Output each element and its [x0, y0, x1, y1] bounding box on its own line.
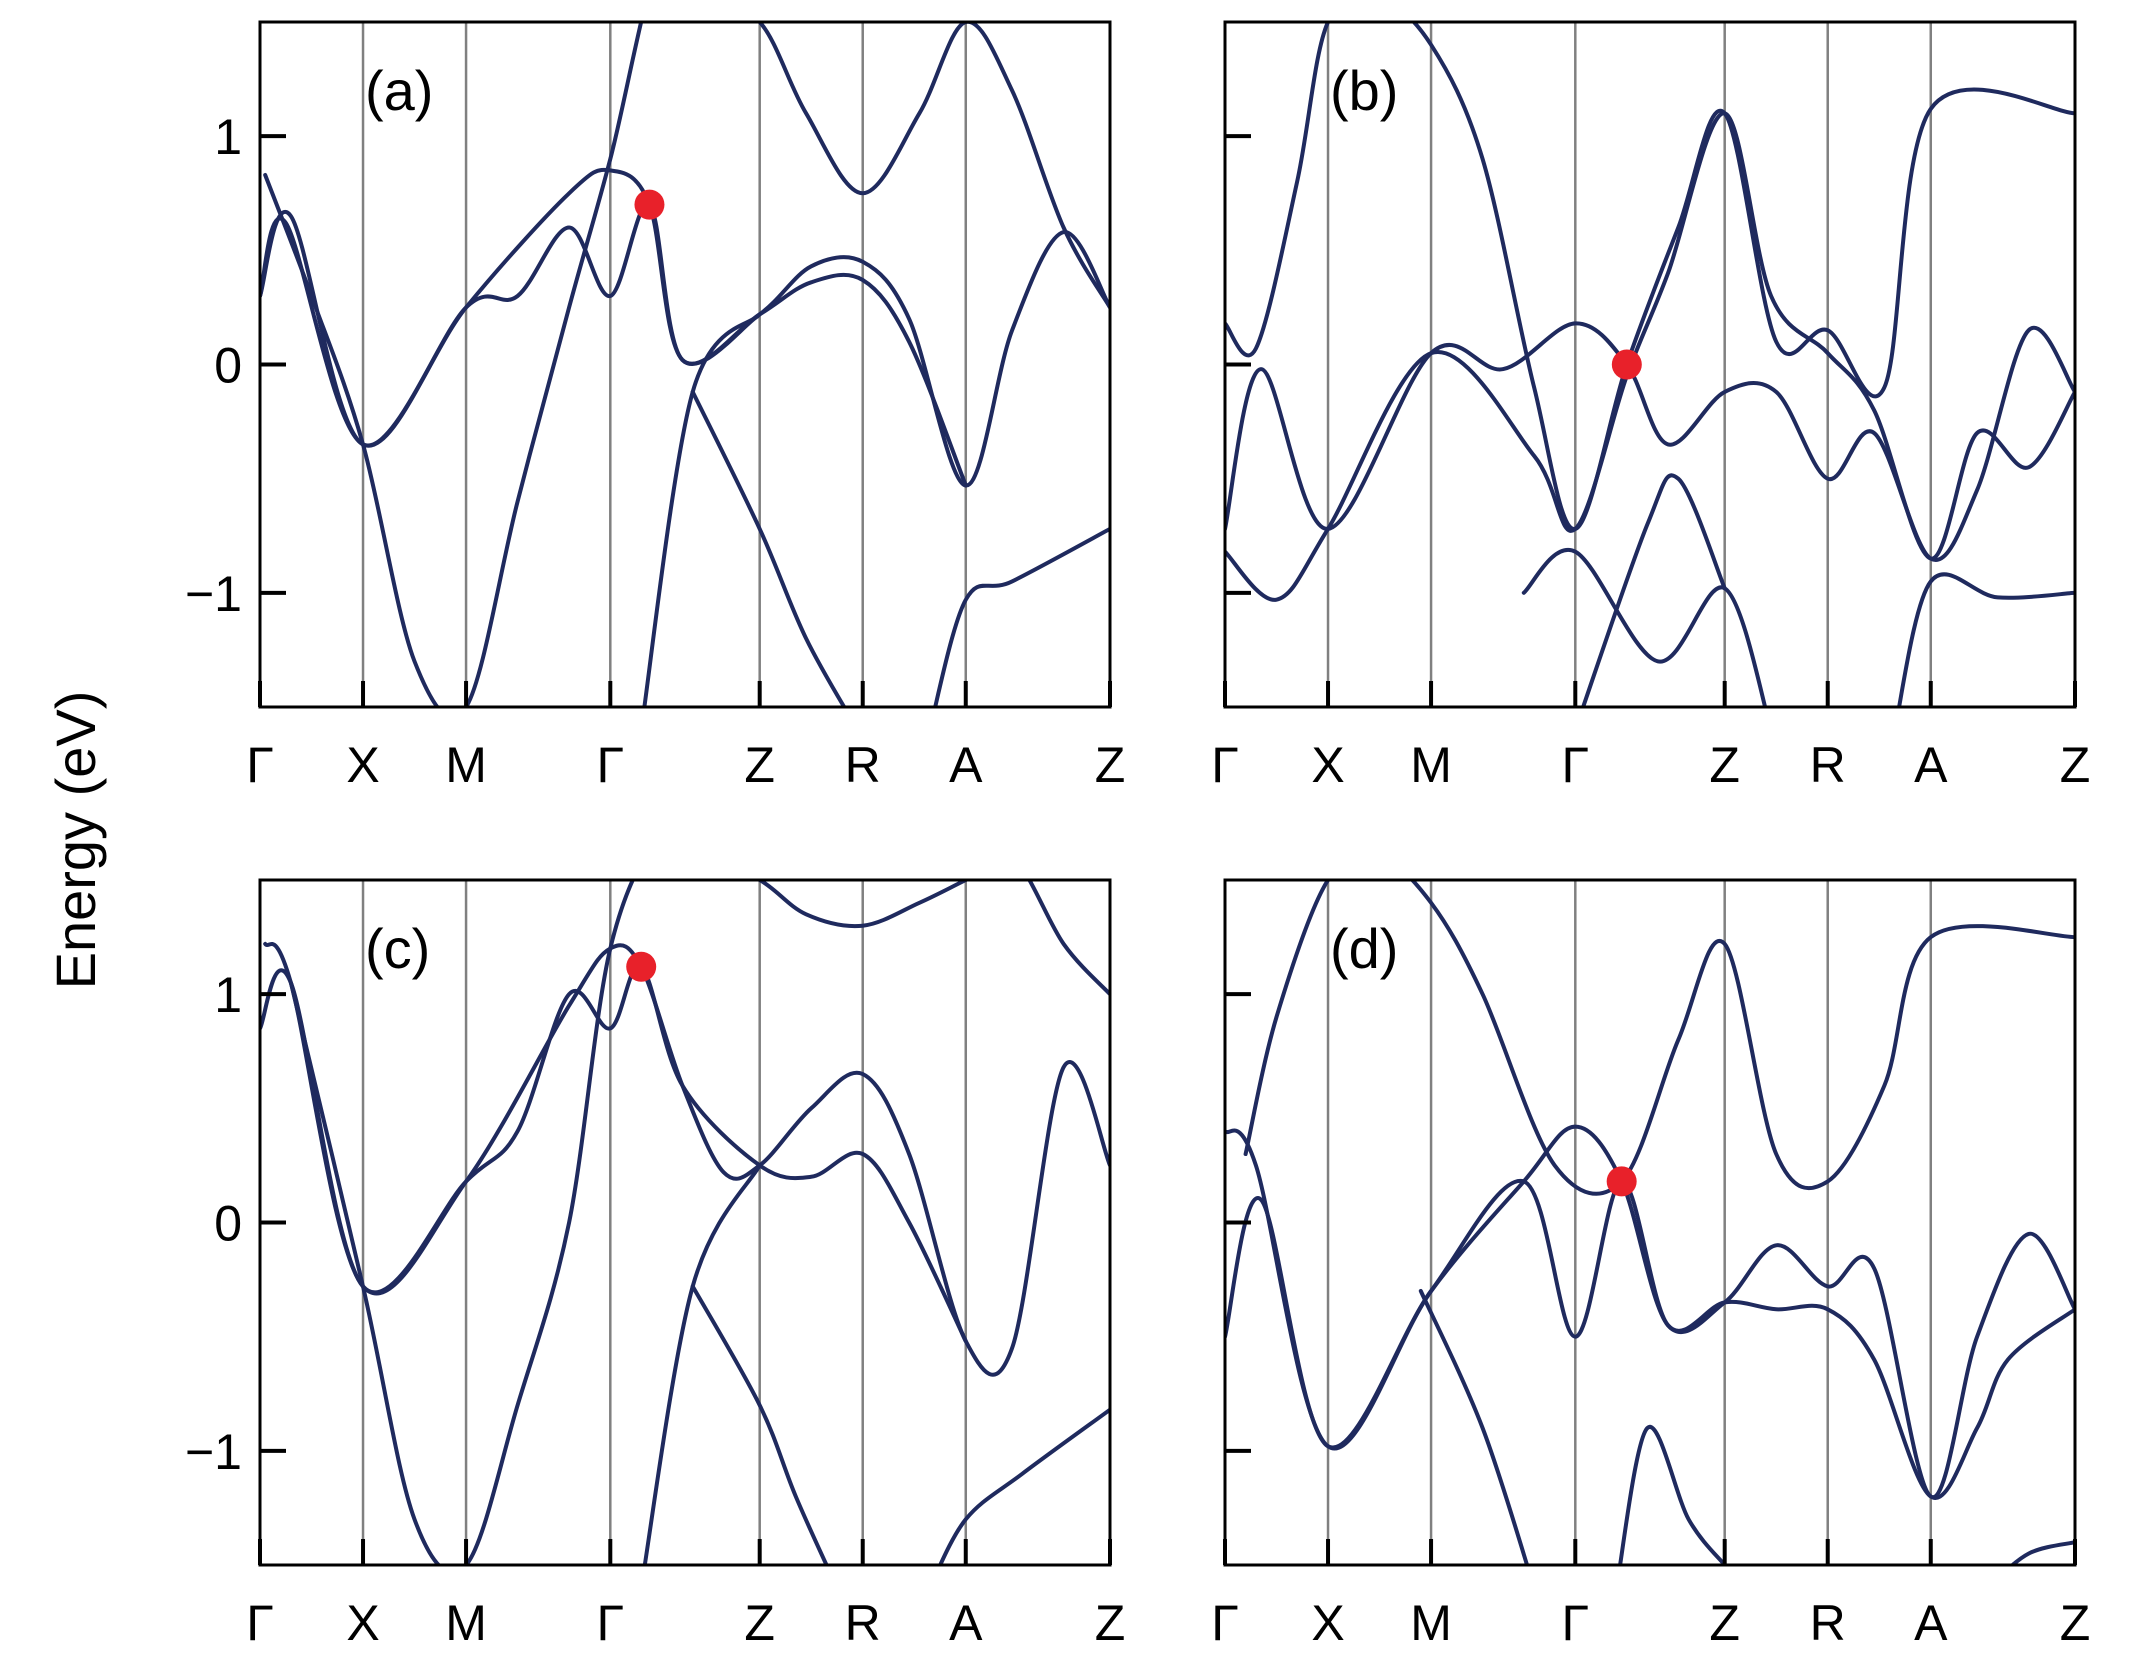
crossing-point-marker: [626, 951, 657, 982]
y-tick-label: 0: [214, 338, 242, 394]
x-tick-label: Γ: [246, 737, 274, 793]
x-tick-label: Z: [744, 1595, 775, 1651]
x-tick-label: R: [845, 1595, 881, 1651]
x-tick-label: M: [1410, 1595, 1452, 1651]
x-tick-label: X: [346, 737, 379, 793]
x-tick-label: Γ: [1211, 737, 1239, 793]
panel-label: (d): [1330, 917, 1398, 980]
band-line: [1581, 473, 1727, 707]
band-line: [1618, 1424, 1727, 1565]
band-line: [642, 312, 762, 707]
panel-label: (c): [365, 917, 430, 980]
x-tick-label: M: [445, 737, 487, 793]
y-tick-label: −1: [185, 566, 242, 622]
x-tick-label: A: [1914, 1595, 1948, 1651]
x-tick-label: Z: [744, 737, 775, 793]
band-line: [642, 1163, 762, 1565]
band-line: [933, 526, 1110, 707]
x-tick-label: R: [1810, 1595, 1846, 1651]
x-tick-label: Γ: [597, 737, 625, 793]
band-line: [1225, 111, 2075, 602]
panel-a: 1 0 −1 Γ X M Γ Z R A Z (a): [185, 20, 1126, 793]
crossing-point-marker: [1606, 1166, 1637, 1197]
band-line: [1225, 22, 2075, 531]
bands-group: [1225, 22, 2075, 707]
x-tick-label: Γ: [597, 1595, 625, 1651]
x-tick-label: Z: [1095, 737, 1126, 793]
band-line: [1897, 572, 2075, 707]
x-tick-label: A: [949, 1595, 983, 1651]
panel-c: 1 0 −1 Γ X M Γ Z R A Z (c): [185, 878, 1126, 1651]
crossing-point-marker: [634, 189, 665, 220]
band-line: [1225, 1124, 2075, 1500]
panel-label: (a): [365, 59, 433, 122]
panel-d: Γ X M Γ Z R A Z (d): [1211, 878, 2091, 1651]
plot-frame: [1223, 20, 2077, 709]
band-line: [1418, 1289, 1530, 1565]
panels-group: 1 0 −1 Γ X M Γ Z R A Z (a) Γ X M Γ Z R A Z (b) 1 0 −1 Γ X M Γ Z R A Z (c…: [185, 20, 2091, 1651]
panel-label: (b): [1330, 59, 1398, 122]
plot-frame: [258, 20, 1112, 709]
x-tick-label: Γ: [1211, 1595, 1239, 1651]
x-tick-label: Γ: [246, 1595, 274, 1651]
crossing-point-marker: [1611, 349, 1642, 380]
y-tick-label: 1: [214, 967, 242, 1023]
band-line: [260, 167, 1110, 488]
x-tick-label: X: [346, 1595, 379, 1651]
band-line: [690, 1284, 829, 1565]
y-tick-label: 1: [214, 109, 242, 165]
panel-b: Γ X M Γ Z R A Z (b): [1211, 20, 2091, 793]
plot-frame: [258, 878, 1112, 1567]
x-tick-label: Z: [1709, 1595, 1740, 1651]
x-tick-label: Z: [1095, 1595, 1126, 1651]
x-tick-label: Z: [2060, 1595, 2091, 1651]
band-line: [2009, 1540, 2075, 1565]
x-tick-label: Z: [2060, 737, 2091, 793]
x-tick-label: R: [845, 737, 881, 793]
x-tick-label: A: [949, 737, 983, 793]
band-line: [690, 389, 847, 707]
x-tick-label: R: [1810, 737, 1846, 793]
band-line: [1225, 1179, 2075, 1499]
x-tick-label: A: [1914, 737, 1948, 793]
band-line: [1521, 547, 1768, 707]
band-line: [1243, 880, 2075, 1196]
y-tick-label: 0: [214, 1196, 242, 1252]
band-line: [263, 941, 968, 1344]
x-tick-label: Γ: [1562, 737, 1590, 793]
x-tick-label: Γ: [1562, 1595, 1590, 1651]
y-axis-label: Energy (eV): [44, 691, 107, 990]
x-tick-label: Z: [1709, 737, 1740, 793]
y-tick-label: −1: [185, 1424, 242, 1480]
x-tick-label: X: [1311, 1595, 1344, 1651]
x-tick-label: M: [1410, 737, 1452, 793]
x-tick-label: M: [445, 1595, 487, 1651]
bands-group: [1225, 880, 2075, 1565]
x-tick-label: X: [1311, 737, 1344, 793]
band-line: [260, 202, 968, 488]
band-line: [938, 1407, 1110, 1565]
